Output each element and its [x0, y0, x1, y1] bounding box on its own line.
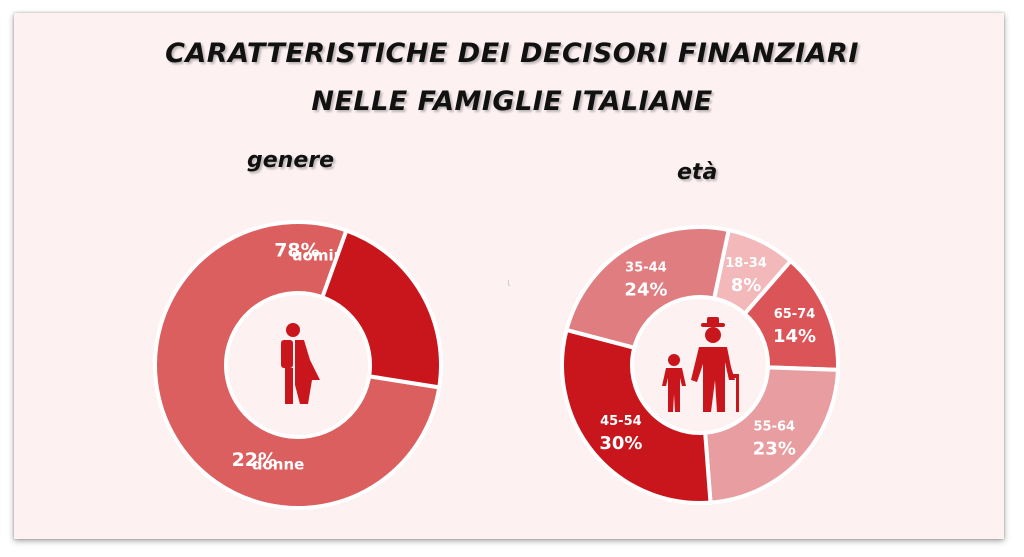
slice-category-label: donne — [252, 456, 305, 474]
slice-value-label: 23% — [753, 438, 796, 459]
infographic-card — [14, 13, 1004, 539]
slice-45-54 — [560, 327, 713, 505]
slice-55-64 — [703, 365, 840, 505]
slice-category-label: 18-34 — [725, 256, 767, 271]
title-line-2: NELLE FAMIGLIE ITALIANE — [311, 86, 713, 117]
genere-chart-subtitle: genere — [247, 148, 335, 173]
eta-donut-chart: 18-34 8% 65-74 14% 55-64 23% 45-54 30% 35-44 24% — [560, 225, 840, 505]
title-line-1: CARATTERISTICHE DEI DECISORI FINANZIARI — [165, 38, 859, 69]
eta-chart-subtitle: età — [677, 160, 718, 185]
slice-category-label: 65-74 — [774, 307, 816, 322]
slice-value-label: 78% — [274, 240, 319, 262]
slice-value-label: 8% — [731, 275, 762, 296]
slice-uomini — [153, 220, 442, 510]
slice-35-44 — [564, 225, 732, 351]
slice-category-label: 55-64 — [754, 419, 796, 434]
slice-value-label: 30% — [599, 433, 642, 454]
elderly-man-child-icon — [662, 317, 739, 412]
slice-category-label: 35-44 — [625, 260, 667, 275]
slice-value-label: 24% — [624, 279, 667, 300]
slice-donne — [319, 227, 443, 390]
stray-mark: ι — [507, 276, 511, 289]
man-woman-icon — [281, 323, 320, 404]
slice-value-label: 22% — [232, 449, 277, 471]
slice-category-label: 45-54 — [600, 414, 642, 429]
slice-value-label: 14% — [773, 326, 816, 347]
